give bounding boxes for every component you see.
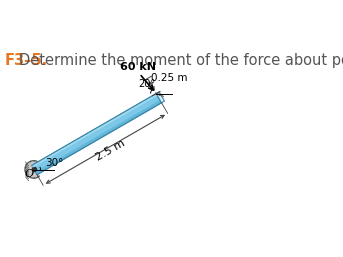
Text: 2.5 m: 2.5 m <box>94 137 127 162</box>
Polygon shape <box>32 94 162 175</box>
Text: F3–5.: F3–5. <box>4 53 48 68</box>
Polygon shape <box>32 94 157 168</box>
Text: 0.25 m: 0.25 m <box>151 73 188 83</box>
Text: 30°: 30° <box>45 158 63 168</box>
Polygon shape <box>25 161 39 178</box>
Text: O: O <box>25 169 34 179</box>
Text: Determine the moment of the force about point O.: Determine the moment of the force about … <box>19 53 343 68</box>
Polygon shape <box>156 92 165 103</box>
Text: 60 kN: 60 kN <box>120 62 156 72</box>
Text: 20°: 20° <box>138 79 155 89</box>
Polygon shape <box>35 100 162 175</box>
